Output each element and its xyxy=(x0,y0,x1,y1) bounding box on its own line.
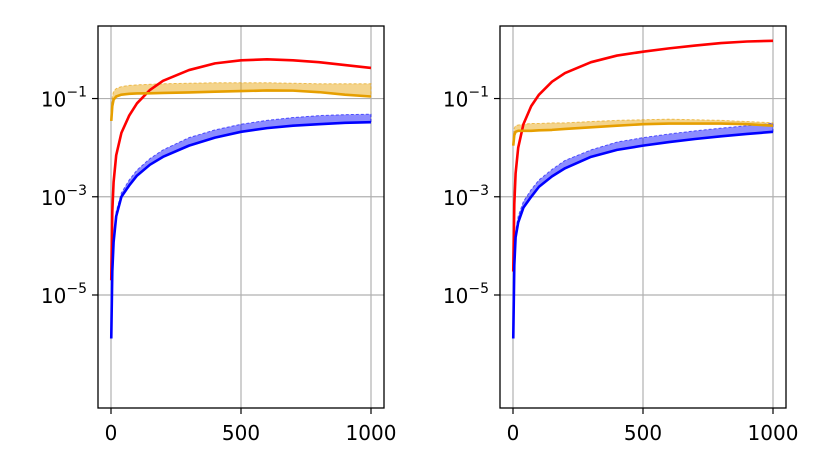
plot-area xyxy=(511,39,774,339)
chart-panel-1: 0 500 1000 10−5 10−3 10−1 xyxy=(41,25,397,445)
series-line-2 xyxy=(511,122,774,146)
y-tick-label: 10−5 xyxy=(443,281,489,308)
x-tick-label: 0 xyxy=(105,421,118,445)
series-line-1 xyxy=(109,57,372,281)
y-tick-label: 10−1 xyxy=(443,85,489,112)
series-line-1 xyxy=(511,39,774,272)
series-line-3 xyxy=(511,130,774,339)
x-tick-label: 1000 xyxy=(748,421,799,445)
y-tick-label: 10−3 xyxy=(41,183,87,210)
y-tick-label: 10−3 xyxy=(443,183,489,210)
x-tick-label: 500 xyxy=(222,421,260,445)
y-tick-label: 10−1 xyxy=(41,85,87,112)
series-band-2 xyxy=(512,118,774,146)
series-line-3 xyxy=(109,120,372,339)
series-band-3 xyxy=(110,113,372,339)
plot-area xyxy=(109,57,372,339)
x-tick-label: 0 xyxy=(507,421,520,445)
x-tick-label: 1000 xyxy=(346,421,397,445)
chart-panel-2: 0 500 1000 10−5 10−3 10−1 xyxy=(443,25,799,445)
series-line-2 xyxy=(109,89,372,122)
x-tick-label: 500 xyxy=(624,421,662,445)
y-tick-label: 10−5 xyxy=(41,281,87,308)
